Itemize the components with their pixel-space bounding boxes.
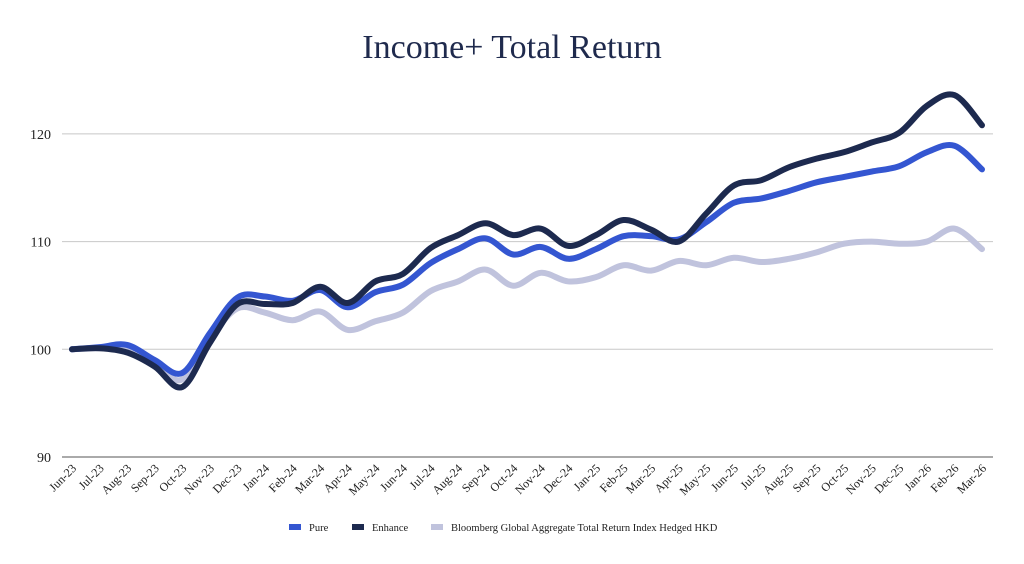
x-tick-label: Aug-23 bbox=[98, 461, 134, 497]
x-tick-label: Mar-26 bbox=[954, 461, 989, 496]
x-tick-label: Dec-24 bbox=[541, 461, 576, 496]
x-tick-label: May-25 bbox=[677, 461, 714, 498]
x-tick-label: Sep-24 bbox=[459, 461, 493, 495]
legend-label: Enhance bbox=[372, 523, 408, 534]
x-tick-label: Aug-25 bbox=[760, 461, 796, 497]
x-tick-label: Dec-23 bbox=[210, 461, 245, 496]
legend-label: Pure bbox=[309, 523, 329, 534]
x-axis-ticks: Jun-23Jul-23Aug-23Sep-23Oct-23Nov-23Dec-… bbox=[46, 461, 989, 498]
x-tick-label: Mar-25 bbox=[623, 461, 658, 496]
x-tick-label: Jan-26 bbox=[901, 461, 934, 494]
x-tick-label: Jun-23 bbox=[46, 461, 79, 494]
x-tick-label: Jan-25 bbox=[571, 461, 604, 494]
x-tick-label: Sep-25 bbox=[790, 461, 824, 495]
x-tick-label: Jun-25 bbox=[708, 461, 741, 494]
x-tick-label: Mar-24 bbox=[292, 461, 327, 496]
x-tick-label: Jun-24 bbox=[377, 461, 410, 494]
x-tick-label: Dec-25 bbox=[872, 461, 907, 496]
y-tick-label: 100 bbox=[30, 343, 51, 358]
series-line-enhance bbox=[69, 91, 985, 391]
chart-title: Income+ Total Return bbox=[362, 29, 661, 66]
x-tick-label: Jan-24 bbox=[240, 461, 273, 494]
legend: Pure Enhance Bloomberg Global Aggregate To… bbox=[289, 523, 718, 534]
x-tick-label: Sep-23 bbox=[128, 461, 162, 495]
y-axis-ticks: 90 100 110 120 bbox=[30, 128, 51, 466]
legend-label: Bloomberg Global Aggregate Total Return … bbox=[451, 523, 718, 534]
x-tick-label: May-24 bbox=[346, 461, 383, 498]
y-tick-label: 90 bbox=[37, 451, 51, 466]
y-tick-label: 110 bbox=[31, 236, 51, 251]
gridlines bbox=[62, 133, 993, 458]
x-tick-label: Nov-23 bbox=[181, 461, 217, 497]
series-lines bbox=[69, 91, 985, 391]
series-line-pure bbox=[69, 142, 985, 377]
y-tick-label: 120 bbox=[30, 128, 51, 143]
x-tick-label: Aug-24 bbox=[429, 461, 465, 497]
x-tick-label: Nov-25 bbox=[843, 461, 879, 497]
x-tick-label: Nov-24 bbox=[512, 461, 548, 497]
